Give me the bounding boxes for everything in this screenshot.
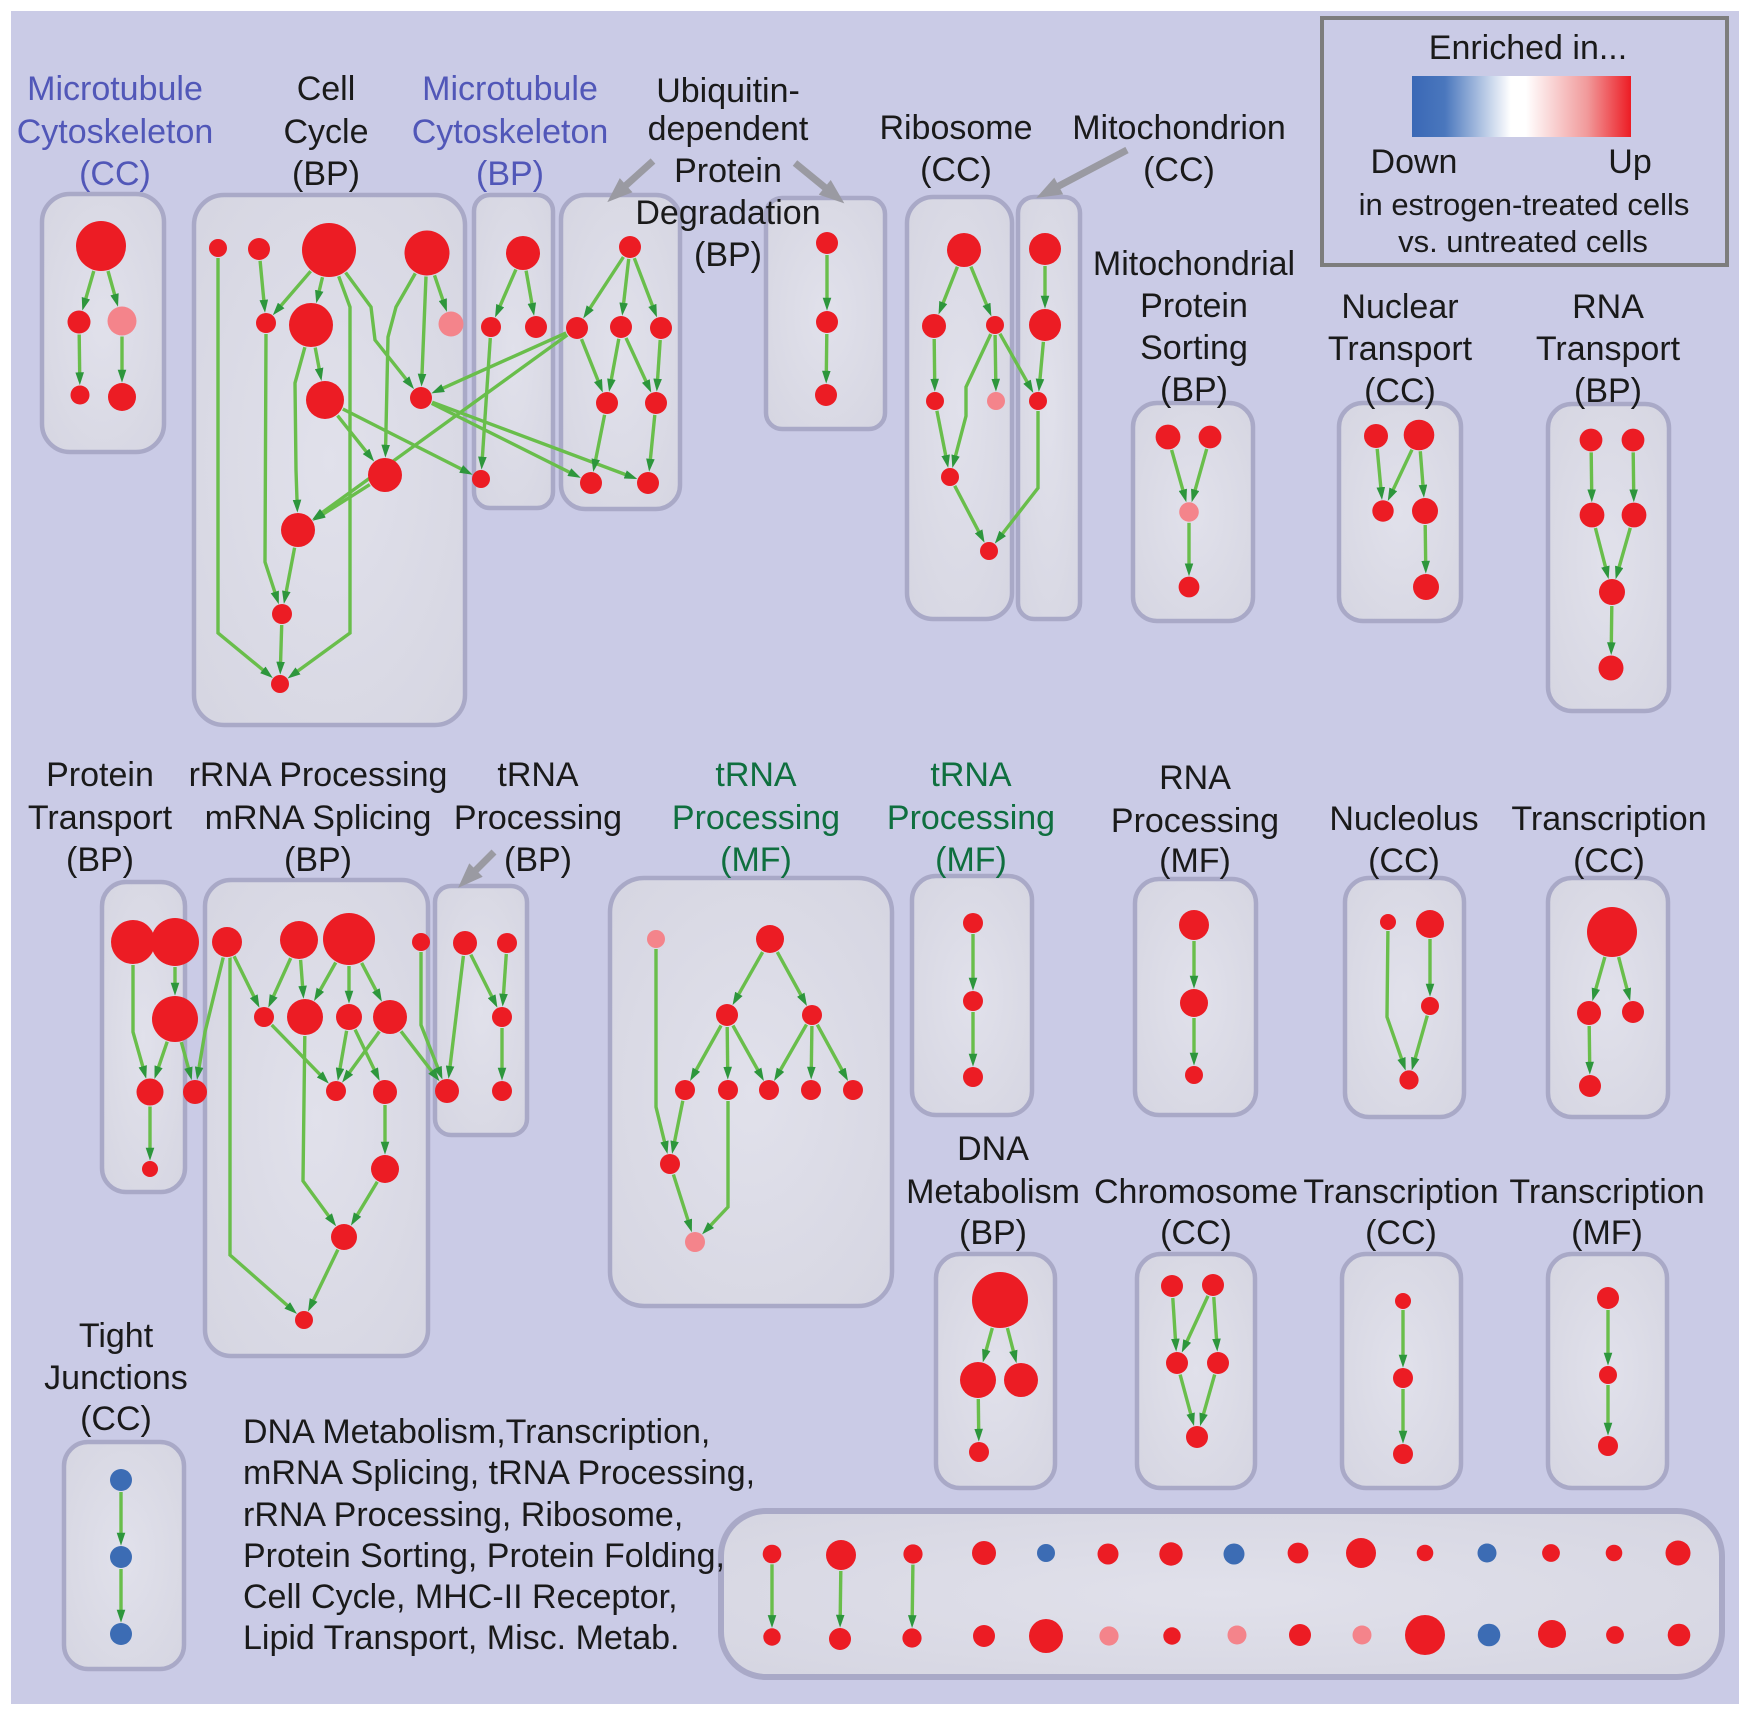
svg-text:Metabolism: Metabolism: [906, 1173, 1080, 1211]
svg-text:(MF): (MF): [935, 841, 1007, 879]
svg-text:Transcription: Transcription: [1511, 800, 1706, 838]
svg-text:(CC): (CC): [1368, 842, 1440, 880]
svg-text:rRNA Processing, Ribosome,: rRNA Processing, Ribosome,: [243, 1496, 683, 1534]
svg-text:(BP): (BP): [284, 841, 352, 879]
svg-text:mRNA Splicing, tRNA Processing: mRNA Splicing, tRNA Processing,: [243, 1454, 755, 1492]
svg-text:Protein: Protein: [1140, 287, 1248, 325]
svg-text:(CC): (CC): [920, 151, 992, 189]
svg-text:Protein: Protein: [46, 756, 154, 794]
svg-text:(CC): (CC): [1143, 151, 1215, 189]
svg-text:Protein Sorting, Protein Foldi: Protein Sorting, Protein Folding,: [243, 1537, 725, 1575]
svg-text:DNA Metabolism,Transcription,: DNA Metabolism,Transcription,: [243, 1413, 710, 1451]
svg-text:(CC): (CC): [1364, 372, 1436, 410]
svg-text:Cytoskeleton: Cytoskeleton: [412, 113, 609, 151]
svg-text:(BP): (BP): [66, 841, 134, 879]
svg-text:Transport: Transport: [28, 799, 173, 837]
svg-text:mRNA Splicing: mRNA Splicing: [205, 799, 432, 837]
svg-text:Enriched in...: Enriched in...: [1429, 29, 1627, 67]
svg-text:Sorting: Sorting: [1140, 329, 1248, 367]
svg-text:Chromosome: Chromosome: [1094, 1173, 1298, 1211]
svg-text:Processing: Processing: [672, 799, 840, 837]
svg-text:(CC): (CC): [79, 155, 151, 193]
svg-text:RNA: RNA: [1159, 759, 1231, 797]
svg-text:(CC): (CC): [1160, 1214, 1232, 1252]
svg-text:Processing: Processing: [454, 799, 622, 837]
svg-text:tRNA: tRNA: [497, 756, 579, 794]
svg-text:in estrogen-treated cells: in estrogen-treated cells: [1359, 187, 1690, 222]
svg-text:RNA: RNA: [1572, 288, 1644, 326]
svg-text:Nucleolus: Nucleolus: [1329, 800, 1478, 838]
svg-text:tRNA: tRNA: [715, 756, 797, 794]
svg-text:dependent: dependent: [648, 110, 809, 148]
svg-text:Protein: Protein: [674, 152, 782, 190]
svg-text:Degradation: Degradation: [635, 194, 820, 232]
svg-text:Cycle: Cycle: [283, 113, 368, 151]
svg-text:(BP): (BP): [504, 841, 572, 879]
svg-text:(BP): (BP): [1574, 372, 1642, 410]
svg-text:Microtubule: Microtubule: [422, 70, 598, 108]
svg-text:Processing: Processing: [887, 799, 1055, 837]
svg-text:(MF): (MF): [1159, 842, 1231, 880]
svg-text:(BP): (BP): [476, 155, 544, 193]
svg-text:(CC): (CC): [80, 1400, 152, 1438]
svg-text:(BP): (BP): [694, 236, 762, 274]
svg-text:Ribosome: Ribosome: [879, 109, 1032, 147]
svg-text:(BP): (BP): [292, 155, 360, 193]
svg-text:Transcription: Transcription: [1303, 1173, 1498, 1211]
svg-text:Junctions: Junctions: [44, 1359, 188, 1397]
svg-text:Cell Cycle, MHC-II Receptor,: Cell Cycle, MHC-II Receptor,: [243, 1578, 678, 1616]
svg-text:Microtubule: Microtubule: [27, 70, 203, 108]
svg-text:Processing: Processing: [1111, 802, 1279, 840]
svg-text:(BP): (BP): [959, 1214, 1027, 1252]
svg-text:(CC): (CC): [1573, 842, 1645, 880]
svg-text:vs. untreated cells: vs. untreated cells: [1398, 224, 1648, 259]
svg-text:Cell: Cell: [297, 70, 356, 108]
svg-text:Lipid Transport, Misc. Metab.: Lipid Transport, Misc. Metab.: [243, 1619, 680, 1657]
svg-text:Transport: Transport: [1536, 330, 1681, 368]
svg-text:rRNA Processing: rRNA Processing: [189, 756, 448, 794]
svg-text:Transport: Transport: [1328, 330, 1473, 368]
svg-text:Tight: Tight: [79, 1317, 154, 1355]
svg-text:tRNA: tRNA: [930, 756, 1012, 794]
svg-text:Mitochondrion: Mitochondrion: [1072, 109, 1286, 147]
svg-text:DNA: DNA: [957, 1130, 1029, 1168]
svg-text:Transcription: Transcription: [1509, 1173, 1704, 1211]
svg-text:Up: Up: [1608, 143, 1651, 181]
svg-text:(CC): (CC): [1365, 1214, 1437, 1252]
svg-text:(BP): (BP): [1160, 371, 1228, 409]
svg-text:(MF): (MF): [720, 841, 792, 879]
svg-text:(MF): (MF): [1571, 1214, 1643, 1252]
svg-text:Cytoskeleton: Cytoskeleton: [17, 113, 214, 151]
svg-text:Nuclear: Nuclear: [1341, 288, 1458, 326]
svg-text:Down: Down: [1371, 143, 1458, 181]
svg-text:Mitochondrial: Mitochondrial: [1093, 245, 1295, 283]
svg-text:Ubiquitin-: Ubiquitin-: [656, 72, 800, 110]
